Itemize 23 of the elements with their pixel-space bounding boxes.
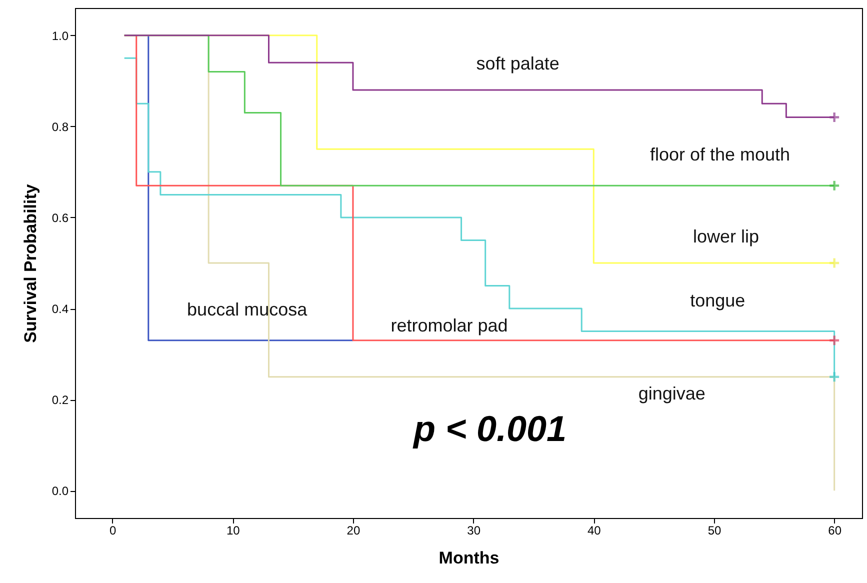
x-tick-label: 50 [708,524,722,538]
series-label: tongue [690,290,746,310]
x-tick-label: 40 [587,524,602,538]
x-axis-title: Months [438,548,500,568]
y-tick-label: 0.8 [52,120,69,134]
series-label: soft palate [476,53,560,74]
y-tick-label: 0.2 [52,393,69,408]
y-axis-title: Survival Probability [20,184,40,343]
x-tick-label: 10 [226,524,240,538]
y-tick-label: 1.0 [52,28,69,43]
x-tick-label: 20 [346,524,360,538]
x-tick-label: 30 [467,524,481,538]
series-label: lower lip [693,226,760,247]
x-tick-label: 0 [109,524,116,538]
series-label: floor of the mouth [650,144,790,165]
y-tick-label: 0.6 [52,210,69,225]
x-tick-label: 60 [828,524,842,538]
series-label: gingivae [638,384,706,404]
series-label: buccal mucosa [187,299,308,320]
y-tick-label: 0.0 [52,484,69,498]
annotation: p < 0.001 [412,408,567,449]
series-label: retromolar pad [390,315,508,336]
y-tick-label: 0.4 [52,302,69,316]
